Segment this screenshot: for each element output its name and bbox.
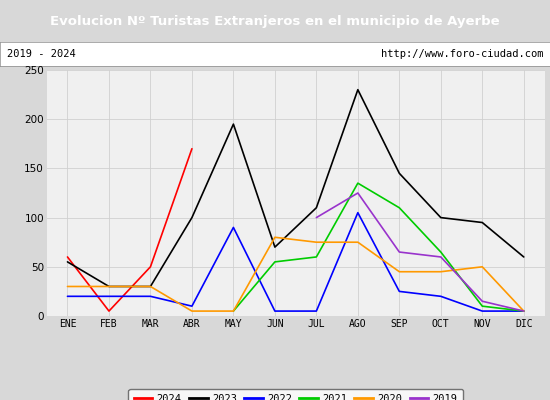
- Text: 2019 - 2024: 2019 - 2024: [7, 49, 75, 59]
- Legend: 2024, 2023, 2022, 2021, 2020, 2019: 2024, 2023, 2022, 2021, 2020, 2019: [129, 389, 463, 400]
- Text: http://www.foro-ciudad.com: http://www.foro-ciudad.com: [381, 49, 543, 59]
- Text: Evolucion Nº Turistas Extranjeros en el municipio de Ayerbe: Evolucion Nº Turistas Extranjeros en el …: [50, 14, 500, 28]
